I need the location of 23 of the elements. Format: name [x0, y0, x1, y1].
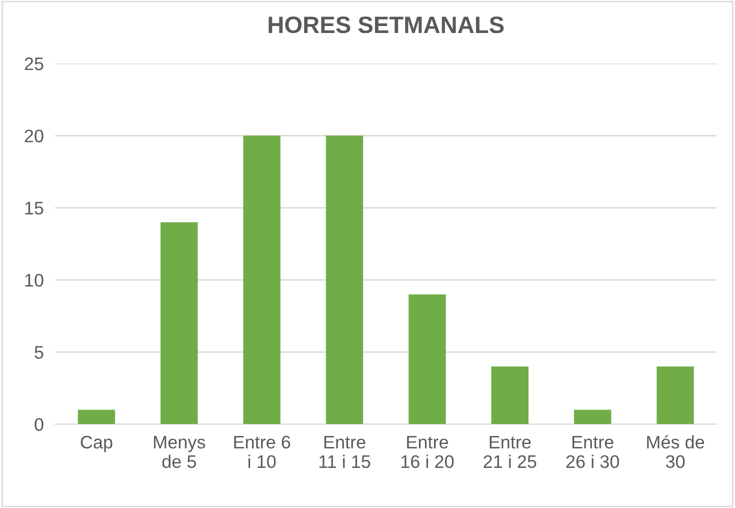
bar [160, 222, 198, 424]
x-tick-label: Més de 30 [647, 435, 704, 468]
y-tick-label: 25 [24, 57, 44, 70]
bar [574, 410, 612, 424]
x-tick-label: Entre 21 i 25 [484, 436, 536, 468]
x-tick-label: Entre 26 i 30 [566, 436, 619, 468]
x-tick-label: Menys de 5 [154, 436, 206, 468]
x-tick-label: Entre 11 i 15 [319, 436, 370, 468]
bar [656, 366, 694, 424]
x-tick-label: Entre 16 i 20 [401, 436, 454, 468]
y-tick-label: 15 [25, 202, 44, 214]
y-tick-label: 5 [34, 346, 44, 359]
y-tick-label: 10 [25, 274, 44, 287]
bar [78, 410, 116, 424]
bar [408, 294, 446, 424]
y-tick-label: 20 [24, 130, 44, 142]
y-tick-label: 0 [34, 418, 44, 431]
bar [243, 136, 280, 424]
x-tick-label: Cap [80, 436, 112, 452]
bar [491, 366, 529, 424]
chart-title: HORES SETMANALS [268, 16, 504, 34]
x-tick-label: Entre 6 i 10 [234, 436, 290, 468]
bar [326, 136, 364, 424]
